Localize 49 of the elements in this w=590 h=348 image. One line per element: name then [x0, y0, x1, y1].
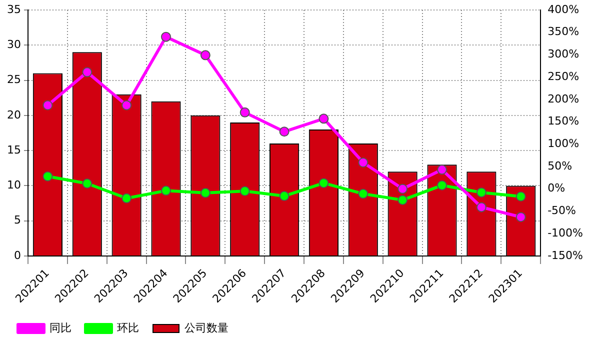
- point: [437, 164, 448, 175]
- point: [318, 114, 329, 124]
- point: [279, 191, 290, 202]
- legend-label: 同比: [50, 321, 72, 334]
- point: [398, 184, 408, 194]
- point: [516, 191, 526, 202]
- point: [200, 188, 210, 198]
- y2-tick-label: 350%: [548, 25, 580, 38]
- y-tick-label: 0: [14, 248, 21, 262]
- point: [358, 188, 368, 199]
- y2-tick-label: -100%: [548, 226, 584, 240]
- y-tick-label: 25: [6, 73, 21, 86]
- y2-tick-label: -150%: [548, 248, 584, 262]
- point: [82, 178, 92, 189]
- point: [42, 171, 53, 182]
- y2-tick-label: 0%: [548, 182, 566, 195]
- y2-tick-label: 200%: [548, 92, 580, 106]
- y2-tick-label: 400%: [548, 2, 580, 16]
- point: [42, 100, 53, 110]
- point: [200, 50, 210, 60]
- y-tick-label: 20: [6, 108, 21, 122]
- y2-tick-label: -50%: [548, 204, 576, 218]
- point: [516, 212, 526, 222]
- y2-tick-label: 50%: [548, 159, 572, 172]
- y2-tick-label: 150%: [548, 114, 580, 128]
- legend-label: 公司数量: [184, 321, 228, 334]
- y2-tick-label: 250%: [548, 70, 580, 83]
- point: [240, 186, 250, 196]
- point: [122, 193, 132, 204]
- point: [161, 32, 171, 42]
- legend-label: 环比: [117, 321, 139, 334]
- point: [437, 180, 448, 190]
- point: [161, 186, 171, 196]
- point: [476, 202, 486, 212]
- y-tick-label: 5: [14, 214, 21, 227]
- y-tick-label: 30: [6, 38, 21, 51]
- y2-tick-label: 100%: [548, 137, 580, 150]
- point: [240, 107, 250, 118]
- y-tick-label: 35: [6, 2, 21, 16]
- y-tick-label: 10: [6, 178, 21, 192]
- y2-tick-label: 300%: [548, 48, 580, 61]
- point: [358, 158, 368, 168]
- point: [279, 126, 290, 137]
- point: [122, 100, 132, 110]
- point: [82, 67, 92, 78]
- point: [318, 178, 329, 188]
- point: [398, 195, 408, 206]
- point: [476, 187, 486, 198]
- y-tick-label: 15: [6, 143, 21, 156]
